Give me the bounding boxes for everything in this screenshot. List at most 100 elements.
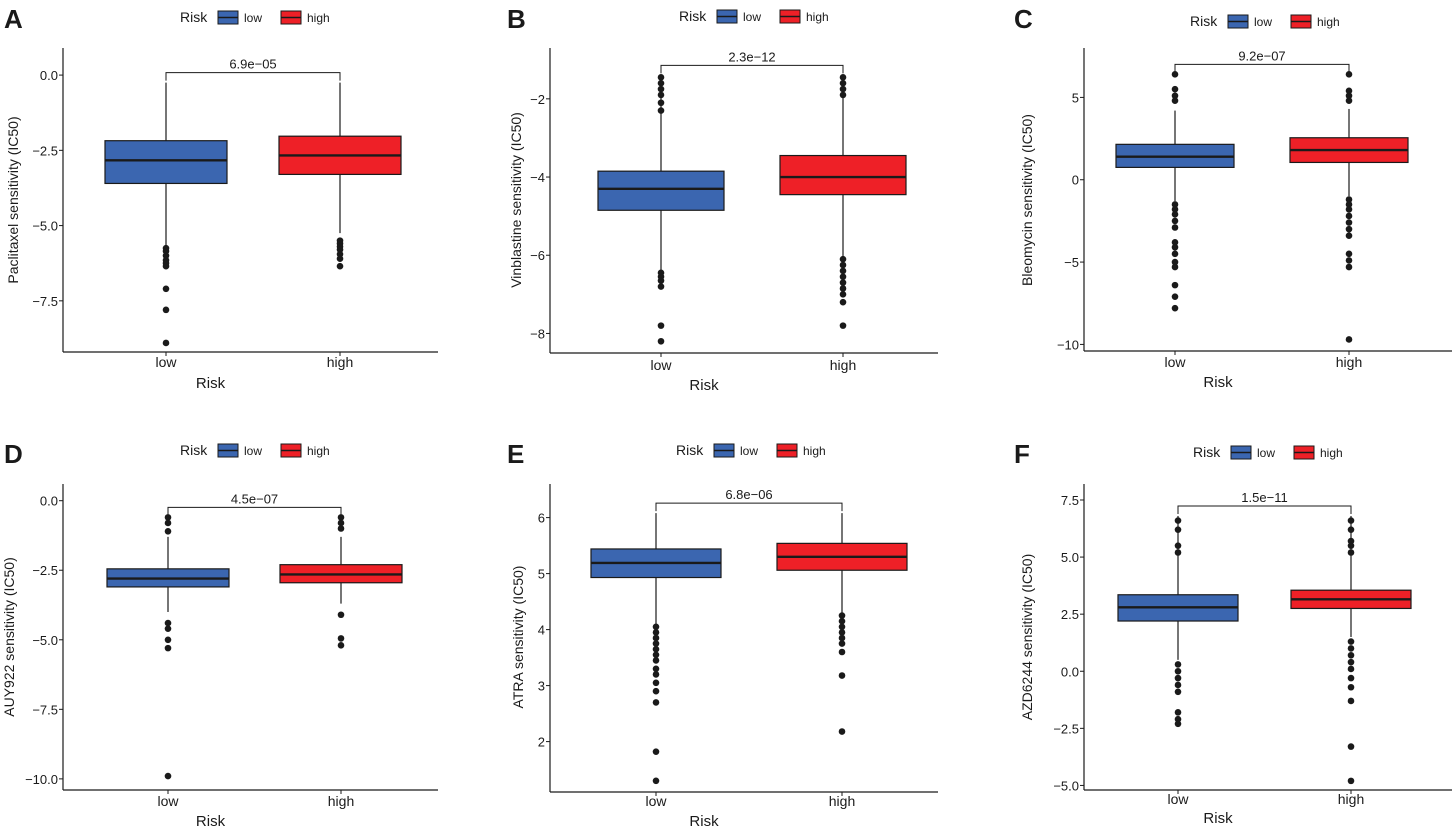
y-axis-title: Paclitaxel sensitivity (IC50)	[5, 116, 21, 283]
outlier-point	[164, 527, 172, 535]
legend-title: Risk	[1190, 13, 1218, 29]
outlier-point	[337, 642, 345, 649]
box-low	[590, 513, 722, 785]
outlier-point	[1174, 674, 1182, 682]
legend-key-high: high	[776, 443, 826, 458]
outlier-point	[1347, 665, 1355, 673]
box-low	[104, 82, 228, 347]
outlier-point	[1345, 92, 1353, 100]
box-iqr	[597, 170, 725, 211]
outlier-point	[838, 623, 846, 631]
box-high	[1289, 71, 1409, 343]
outlier-point	[652, 679, 660, 687]
outlier-point	[657, 99, 665, 107]
y-tick-label: 2.5	[1061, 607, 1079, 622]
outlier-point	[652, 634, 660, 642]
outlier-point	[1171, 211, 1179, 218]
y-tick-label: 3	[538, 679, 545, 694]
y-tick-label: 5	[538, 567, 545, 582]
legend: Risk low high	[1193, 444, 1343, 460]
outlier-point	[1171, 217, 1179, 225]
box-high	[279, 514, 403, 649]
outlier-point	[839, 322, 847, 329]
outlier-point	[1174, 542, 1182, 549]
outlier-point	[838, 634, 846, 642]
panel-d: D Risk low high 0.0 −2.5 −5.0 −7.5 −10.0 AUY922 s…	[1, 439, 438, 826]
outlier-point	[1171, 281, 1179, 289]
outlier-point	[1345, 219, 1353, 226]
outlier-point	[1171, 85, 1179, 93]
y-tick-label: −8	[530, 326, 545, 341]
legend-label: high	[803, 444, 826, 458]
outlier-point	[652, 657, 660, 664]
outlier-point	[838, 672, 846, 679]
legend-key-low: low	[217, 443, 262, 458]
outlier-point	[162, 339, 170, 347]
outlier-point	[839, 255, 847, 263]
outlier-point	[838, 640, 846, 647]
y-axis-title: ATRA sensitivity (IC50)	[510, 566, 526, 709]
significance-bracket: 4.5e−07	[167, 491, 342, 516]
outlier-point	[1345, 225, 1353, 233]
legend-key-low: low	[1227, 14, 1272, 29]
p-value-label: 1.5e−11	[1241, 490, 1287, 505]
outlier-point	[337, 611, 345, 619]
outlier-point	[162, 252, 170, 259]
outlier-point	[1347, 638, 1355, 645]
y-tick-label: −2.5	[32, 563, 58, 578]
y-tick-label: 0	[1072, 173, 1079, 188]
outlier-point	[1171, 97, 1179, 104]
legend-label: high	[806, 10, 829, 24]
outlier-point	[839, 279, 847, 286]
y-tick-label: 5.0	[1061, 550, 1079, 565]
legend: Risk low high	[1190, 13, 1340, 29]
legend-key-high: high	[280, 10, 330, 25]
outlier-point	[1174, 688, 1182, 696]
significance-bracket: 6.9e−05	[165, 57, 341, 81]
outlier-point	[164, 636, 172, 644]
panel-letter: E	[507, 439, 524, 469]
outlier-point	[657, 283, 665, 290]
outlier-point	[1347, 743, 1355, 750]
box-low	[1117, 515, 1239, 728]
x-tick-label: high	[830, 357, 856, 373]
legend-title: Risk	[1193, 444, 1221, 460]
outlier-point	[652, 665, 660, 673]
outlier-point	[652, 699, 660, 706]
outlier-point	[1171, 224, 1179, 231]
outlier-point	[652, 640, 660, 647]
significance-bracket: 9.2e−07	[1174, 48, 1350, 73]
bracket-line	[655, 502, 843, 512]
x-axis-title: Risk	[1203, 374, 1233, 391]
y-tick-label: −7.5	[32, 294, 58, 309]
outlier-point	[1345, 336, 1353, 343]
outlier-point	[162, 285, 170, 293]
outlier-point	[1347, 674, 1355, 682]
panel-letter: F	[1014, 439, 1030, 469]
outlier-point	[1347, 683, 1355, 691]
outlier-point	[1174, 667, 1182, 675]
outlier-point	[1345, 263, 1353, 271]
outlier-point	[164, 619, 172, 627]
outlier-point	[162, 262, 170, 270]
outlier-point	[839, 261, 847, 269]
bracket-line	[660, 64, 844, 74]
bracket-line	[165, 72, 341, 81]
y-tick-label: −4	[530, 170, 545, 185]
bracket-line	[167, 506, 342, 516]
legend-label: low	[244, 11, 262, 25]
legend-key-high: high	[779, 9, 829, 24]
outlier-point	[164, 625, 172, 632]
box-high	[776, 513, 908, 735]
outlier-point	[839, 298, 847, 306]
legend-key-low: low	[713, 443, 758, 458]
legend-label: high	[1320, 446, 1343, 460]
panel-letter: A	[4, 4, 23, 34]
panel-letter: D	[4, 439, 23, 469]
outlier-point	[657, 322, 665, 329]
box-low	[106, 514, 230, 780]
x-tick-label: low	[157, 793, 179, 809]
legend-label: high	[1317, 15, 1340, 29]
legend-label: low	[743, 10, 761, 24]
